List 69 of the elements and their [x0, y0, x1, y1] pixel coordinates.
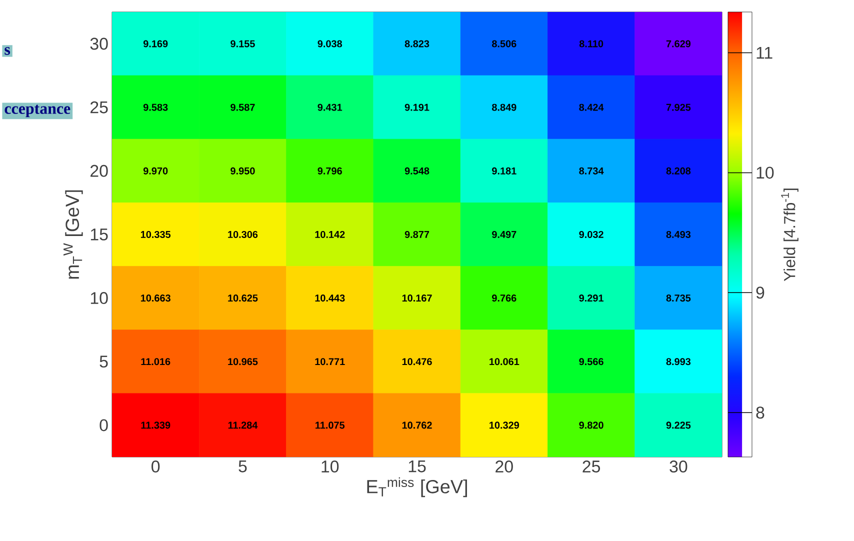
data-label: 10.771	[315, 358, 345, 366]
data-label: 9.766	[492, 294, 516, 302]
data-label: 9.950	[230, 167, 255, 174]
data-label: 8.735	[666, 294, 691, 302]
color-bar-label: 11	[756, 46, 772, 59]
color-bar-label: 8	[756, 406, 764, 419]
x-tick-label: 25	[582, 460, 600, 472]
data-label: 8.506	[492, 40, 516, 48]
x-tick-label: 0	[152, 460, 160, 472]
data-label: 9.181	[492, 167, 516, 174]
data-label: 9.796	[318, 167, 342, 174]
data-label: 9.032	[579, 230, 604, 238]
data-label: 11.016	[141, 358, 170, 366]
data-label: 9.191	[404, 104, 430, 111]
x-tick-label: 10	[322, 460, 339, 472]
data-label: 8.849	[492, 104, 516, 111]
data-label: 11.339	[141, 422, 170, 429]
x-tick-label: 30	[670, 460, 688, 472]
y-tick-label: 25	[90, 101, 108, 114]
data-label: 7.629	[666, 40, 691, 48]
data-label: 10.142	[315, 230, 345, 238]
y-axis-title: m$_{T}$$^{W}$ [GeV]	[64, 190, 83, 279]
data-label: 9.548	[404, 167, 430, 174]
y-tick-label: 10	[90, 292, 108, 304]
y-tick-label: 5	[100, 356, 108, 368]
text: s	[4, 47, 10, 55]
data-label: 9.587	[230, 104, 255, 111]
y-tick-label: 15	[90, 228, 108, 240]
data-label: 10.762	[402, 422, 432, 429]
y-tick-label: 30	[90, 38, 108, 50]
x-tick-label: 15	[408, 460, 426, 472]
text: cceptance	[4, 104, 70, 118]
data-label: 9.497	[492, 230, 516, 238]
data-label: 8.493	[666, 230, 691, 238]
data-label: 10.329	[490, 422, 520, 429]
data-label: 9.038	[318, 40, 342, 48]
x-axis-title: E$_{T}$$^{miss}$ [GeV]	[367, 477, 467, 498]
data-label: 10.061	[490, 358, 520, 366]
color-bar-title: Yield [4.7fb$^{-1}$]	[781, 188, 798, 282]
data-label: 8.110	[579, 40, 604, 48]
color-bar-label: 9	[756, 286, 764, 299]
y-tick-label: 20	[90, 164, 108, 177]
data-label: 10.306	[228, 230, 258, 238]
data-label: 8.823	[404, 40, 430, 48]
y-tick-label: 0	[100, 419, 108, 432]
data-label: 7.925	[666, 104, 691, 111]
data-label: 9.431	[318, 104, 342, 111]
data-label: 8.734	[579, 167, 604, 174]
data-label: 10.663	[140, 294, 170, 302]
data-label: 10.965	[228, 358, 258, 366]
data-label: 10.625	[228, 294, 258, 302]
data-label: 9.169	[143, 40, 168, 48]
data-label: 9.155	[230, 40, 255, 48]
data-label: 11.284	[228, 422, 258, 429]
color-bar-label: 10	[756, 166, 774, 179]
data-label: 10.476	[402, 358, 432, 366]
data-label: 10.167	[402, 294, 432, 302]
data-label: 9.566	[579, 358, 604, 366]
data-label: 11.075	[316, 422, 345, 429]
data-label: 10.443	[315, 294, 345, 302]
x-tick-label: 20	[496, 460, 513, 472]
data-label: 8.993	[666, 358, 691, 366]
data-label: 9.291	[579, 294, 604, 302]
data-label: 9.820	[579, 422, 604, 429]
data-label: 9.225	[666, 422, 691, 429]
data-label: 10.335	[140, 230, 171, 238]
x-tick-label: 5	[238, 460, 247, 472]
data-label: 9.877	[404, 230, 430, 238]
data-label: 8.424	[579, 104, 604, 111]
